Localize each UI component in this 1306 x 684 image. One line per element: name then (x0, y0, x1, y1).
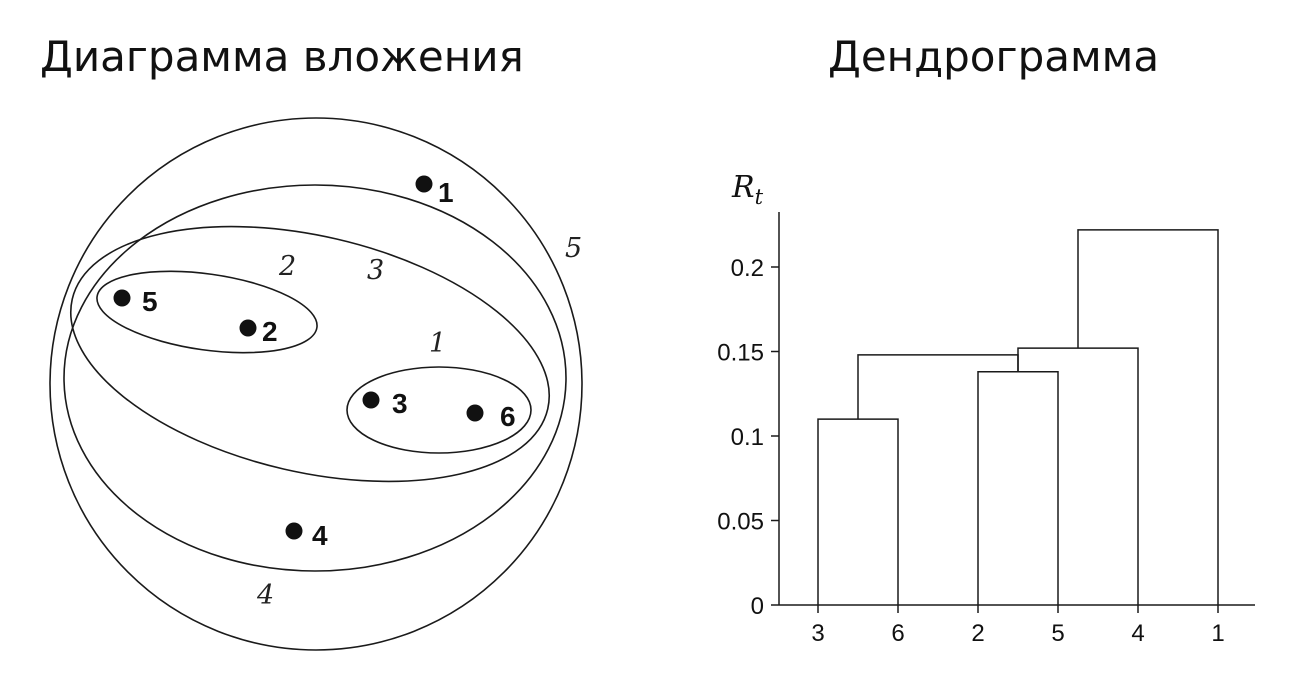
point-label-2: 2 (262, 316, 278, 347)
nesting-diagram-title: Диаграмма вложения (40, 32, 524, 81)
cluster-5-outline (49, 117, 583, 651)
dendrogram-link (1017, 347, 1139, 605)
leaf-label: 6 (891, 620, 904, 647)
leaf-label: 2 (971, 620, 984, 647)
cluster-3-outline (69, 225, 551, 483)
point-label-5: 5 (142, 286, 158, 317)
point-2 (239, 319, 257, 337)
y-tick-label: 0.15 (717, 340, 764, 367)
point-label-1: 1 (438, 177, 454, 208)
y-tick-label: 0.05 (717, 509, 764, 536)
y-tick-label: 0 (751, 593, 764, 620)
cluster-4-outline (63, 184, 567, 572)
point-5 (113, 289, 131, 307)
point-4 (285, 522, 303, 540)
point-3 (362, 391, 380, 409)
cluster-2-outline (96, 270, 318, 354)
cluster-label-5: 5 (565, 233, 582, 264)
y-axis-label: Rt (731, 170, 764, 209)
point-label-3: 3 (392, 388, 408, 419)
dendrogram-link (817, 418, 899, 605)
leaf-label: 3 (811, 620, 824, 647)
dendrogram-link (1077, 229, 1219, 605)
point-label-4: 4 (312, 520, 328, 551)
dendrogram-title: Дендрограмма (828, 32, 1160, 81)
y-tick-label: 0.2 (731, 255, 764, 282)
dendrogram-link (977, 371, 1059, 605)
dendrogram-link (857, 354, 1019, 420)
cluster-1-outline (346, 366, 532, 454)
point-1 (415, 175, 433, 193)
y-tick-label: 0.1 (731, 424, 764, 451)
cluster-label-3: 3 (367, 255, 384, 286)
point-label-6: 6 (500, 401, 516, 432)
leaf-label: 1 (1211, 620, 1224, 647)
cluster-label-2: 2 (278, 251, 296, 282)
leaf-label: 5 (1051, 620, 1064, 647)
point-6 (466, 404, 484, 422)
cluster-label-4: 4 (256, 580, 274, 611)
leaf-label: 4 (1131, 620, 1144, 647)
cluster-label-1: 1 (429, 328, 446, 359)
